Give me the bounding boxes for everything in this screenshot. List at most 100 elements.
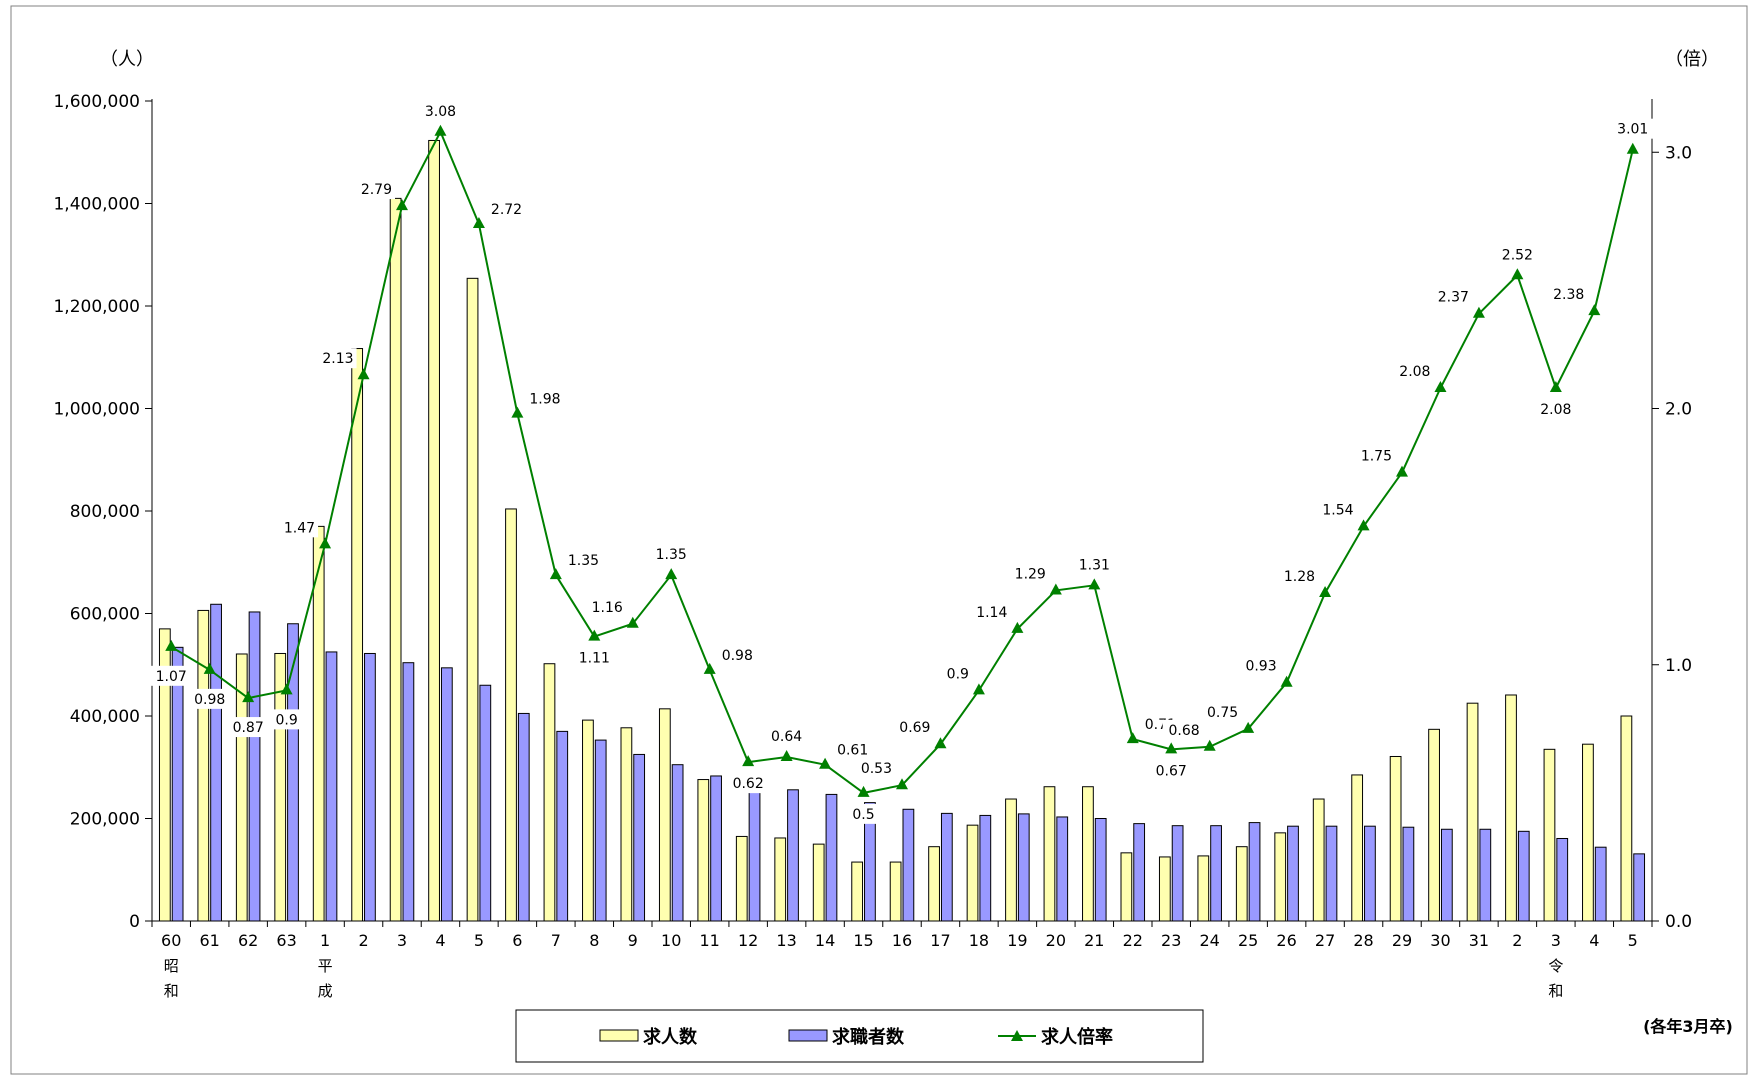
x-tick-label: 15 bbox=[853, 931, 873, 950]
left-tick-label: 400,000 bbox=[70, 707, 140, 727]
data-label-bg bbox=[151, 665, 192, 686]
data-label: 2.72 bbox=[491, 202, 522, 218]
bar-blue bbox=[1325, 825, 1338, 922]
x-tick-label: 6 bbox=[512, 931, 522, 950]
bar-blue bbox=[171, 646, 184, 922]
x-tick-label: 63 bbox=[276, 931, 296, 950]
data-label: 0.93 bbox=[1245, 659, 1276, 675]
line-marker-triangle bbox=[1049, 583, 1062, 595]
data-label-bg bbox=[855, 758, 895, 779]
right-tick-label: 0.0 bbox=[1665, 912, 1692, 932]
data-label-bg bbox=[278, 517, 319, 538]
data-label-bg bbox=[189, 688, 230, 709]
line-marker-triangle bbox=[1511, 268, 1524, 280]
bar-blue bbox=[1633, 853, 1646, 922]
data-label-bg bbox=[270, 709, 303, 730]
data-label: 0.87 bbox=[233, 720, 264, 736]
right-tick-label: 3.0 bbox=[1665, 143, 1692, 163]
line-marker-triangle bbox=[511, 406, 524, 418]
era-label-char: 和 bbox=[1548, 982, 1563, 1000]
line-marker-triangle bbox=[242, 691, 255, 703]
x-tick-label: 20 bbox=[1046, 931, 1066, 950]
bar-yellow bbox=[774, 837, 787, 922]
line-marker-triangle bbox=[742, 755, 755, 767]
line-marker-triangle bbox=[819, 757, 832, 769]
data-label: 1.07 bbox=[156, 669, 187, 685]
legend-marker-triangle bbox=[1011, 1030, 1023, 1041]
bar-yellow bbox=[389, 197, 402, 922]
line-marker-triangle bbox=[1357, 519, 1370, 531]
data-label: 0.67 bbox=[1156, 763, 1187, 779]
left-axis-ticks: 0 200,000 400,000 600,000 800,000 1,000,000 1,… bbox=[53, 92, 152, 932]
axes bbox=[151, 99, 1653, 927]
x-tick-label: 5 bbox=[1628, 931, 1638, 950]
bar-blue bbox=[1440, 828, 1453, 922]
bar-blue bbox=[633, 753, 646, 922]
bar-blue bbox=[710, 775, 722, 922]
line-marker-triangle bbox=[972, 683, 985, 695]
data-label: 2.52 bbox=[1502, 247, 1533, 263]
bar-yellow bbox=[505, 508, 517, 922]
legend-swatch-blue bbox=[788, 1029, 828, 1042]
x-tick-label: 28 bbox=[1353, 931, 1373, 950]
bar-yellow bbox=[966, 824, 979, 922]
left-tick-label: 1,400,000 bbox=[53, 195, 140, 215]
data-label-bg bbox=[766, 726, 807, 746]
data-label: 2.79 bbox=[361, 182, 392, 198]
line-marker-triangle bbox=[1203, 739, 1216, 751]
data-label-bg bbox=[834, 739, 875, 760]
bar-blue bbox=[210, 603, 222, 922]
data-label-bg bbox=[228, 717, 269, 738]
x-tick-label: 13 bbox=[776, 931, 796, 950]
note-label: (各年3月卒) bbox=[1643, 1017, 1733, 1036]
line-marker-triangle bbox=[896, 778, 908, 790]
bar-blue bbox=[902, 808, 915, 922]
bar-blue bbox=[940, 812, 953, 922]
data-label: 1.14 bbox=[976, 605, 1007, 621]
line-marker-triangle bbox=[1242, 721, 1255, 733]
data-label: 1.28 bbox=[1284, 569, 1315, 585]
data-label: 0.75 bbox=[1207, 705, 1238, 721]
data-label: 0.9 bbox=[275, 712, 297, 728]
right-axis-unit: （倍） bbox=[1665, 49, 1719, 70]
x-tick-label: 31 bbox=[1469, 931, 1489, 950]
line-series: 1.07 0.98 0.87 0.9 1.47 2.13 2.79 3.08 2.72 1.98 1… bbox=[151, 100, 1653, 824]
left-tick-label: 600,000 bbox=[70, 605, 140, 625]
bar-blue bbox=[1210, 825, 1222, 922]
data-label-bg bbox=[940, 663, 972, 684]
bar-yellow bbox=[1389, 755, 1402, 922]
data-label-bg bbox=[585, 596, 626, 617]
bar-blue bbox=[1017, 813, 1030, 922]
x-tick-label: 25 bbox=[1238, 931, 1258, 950]
bar-yellow bbox=[1197, 855, 1210, 922]
line-marker-triangle bbox=[357, 368, 370, 380]
line-marker-triangle bbox=[626, 616, 639, 628]
bar-blue bbox=[1517, 830, 1530, 922]
data-label-bg bbox=[487, 199, 528, 219]
data-label: 1.75 bbox=[1361, 449, 1392, 465]
line-marker-triangle bbox=[1088, 578, 1101, 590]
bar-yellow bbox=[1274, 832, 1287, 922]
bar-blue bbox=[1594, 846, 1607, 922]
x-axis-ticks: 60 61 62 63 1 2 3 4 5 6 7 8 9 10 11 12 13 14 15 16 17 18 19 20 2… bbox=[161, 931, 1638, 1000]
bar-yellow bbox=[620, 727, 633, 922]
left-tick-label: 1,000,000 bbox=[53, 400, 140, 420]
line-marker-triangle bbox=[280, 683, 293, 695]
right-axis-ticks: 0.0 1.0 2.0 3.0 bbox=[1652, 143, 1692, 932]
x-tick-label: 62 bbox=[238, 931, 258, 950]
line-marker-triangle bbox=[1396, 465, 1408, 477]
bar-blue bbox=[440, 667, 453, 922]
bar-yellow bbox=[928, 846, 940, 922]
bar-yellow bbox=[1005, 798, 1017, 922]
x-tick-label: 29 bbox=[1392, 931, 1412, 950]
bar-yellow bbox=[1466, 702, 1479, 922]
data-label: 0.62 bbox=[733, 776, 764, 792]
legend-label-3: 求人倍率 bbox=[1041, 1026, 1113, 1048]
bar-yellow bbox=[582, 719, 594, 922]
left-tick-label: 0 bbox=[129, 912, 140, 932]
data-label: 1.35 bbox=[568, 553, 599, 569]
bar-blue bbox=[748, 784, 761, 922]
legend-swatch-yellow bbox=[599, 1029, 639, 1042]
